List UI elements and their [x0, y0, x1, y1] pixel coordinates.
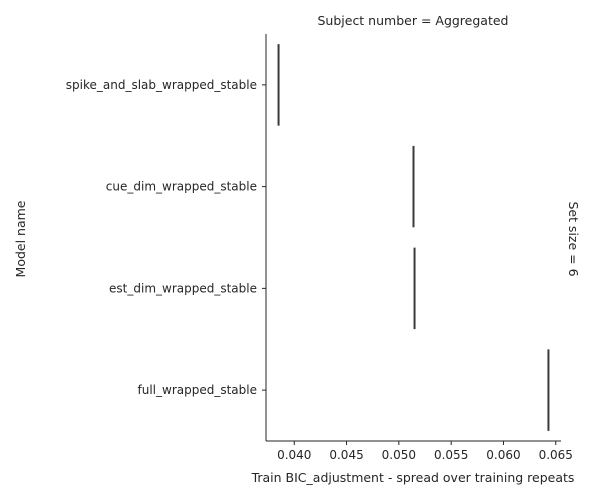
x-tick-label: 0.045 — [329, 448, 363, 462]
y-tick-label: full_wrapped_stable — [138, 383, 257, 397]
x-tick-label: 0.065 — [539, 448, 573, 462]
x-tick-label: 0.060 — [486, 448, 520, 462]
x-axis: 0.040 0.045 0.050 0.055 0.060 0.065 — [266, 440, 573, 462]
y-tick-label: cue_dim_wrapped_stable — [106, 180, 257, 194]
facet-title: Subject number = Aggregated — [317, 13, 508, 28]
x-axis-label: Train BIC_adjustment - spread over train… — [251, 470, 575, 485]
y-tick-label: est_dim_wrapped_stable — [109, 281, 257, 295]
y-axis-label: Model name — [13, 200, 28, 277]
chart-marks — [277, 44, 550, 431]
x-tick-label: 0.050 — [382, 448, 416, 462]
y-axis: spike_and_slab_wrapped_stable cue_dim_wra… — [66, 34, 267, 441]
y-tick-label: spike_and_slab_wrapped_stable — [66, 78, 257, 92]
row-title: Set size = 6 — [566, 201, 581, 276]
x-tick-label: 0.040 — [277, 448, 311, 462]
x-tick-label: 0.055 — [434, 448, 468, 462]
